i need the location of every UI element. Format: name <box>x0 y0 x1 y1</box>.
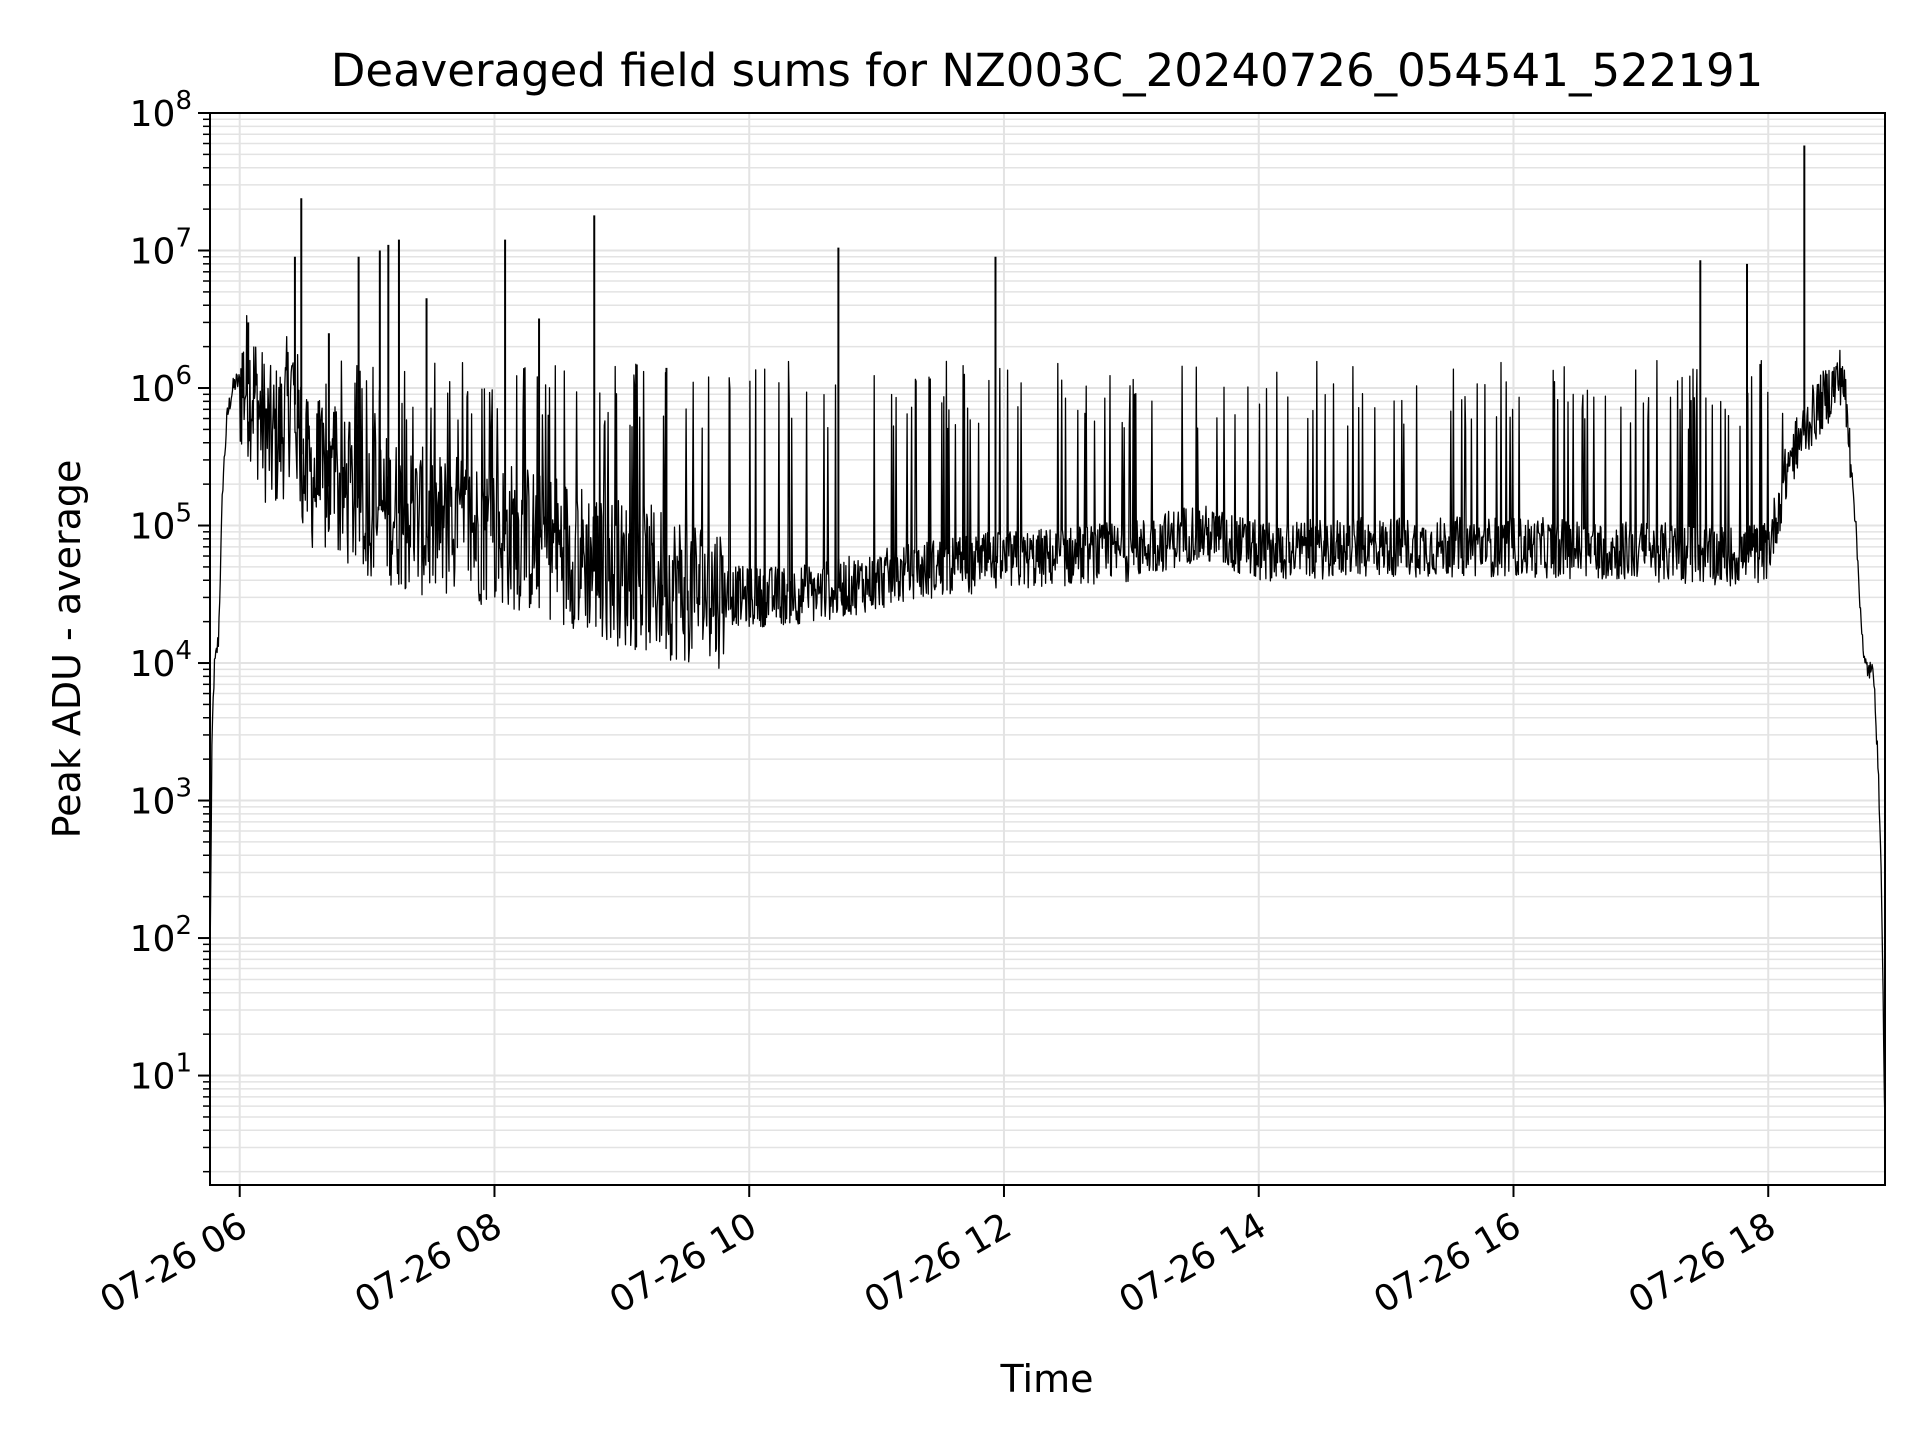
chart-title: Deaveraged field sums for NZ003C_2024072… <box>331 44 1763 97</box>
y-tick-label: 108 <box>130 86 192 135</box>
grid-lines <box>210 112 1885 1185</box>
x-tick-label: 07-26 16 <box>1367 1205 1528 1321</box>
y-tick-label: 101 <box>130 1049 192 1098</box>
y-tick-label: 106 <box>130 361 192 410</box>
y-tick-label: 105 <box>130 499 192 548</box>
x-tick-label: 07-26 18 <box>1622 1205 1783 1321</box>
x-tick-label: 07-26 10 <box>603 1205 764 1321</box>
x-tick-label: 07-26 12 <box>858 1205 1019 1321</box>
y-tick-label: 104 <box>130 636 192 685</box>
x-tick-label: 07-26 14 <box>1113 1205 1274 1321</box>
y-tick-label: 102 <box>130 911 192 960</box>
series-line-layer <box>209 145 1886 1125</box>
y-tick-label: 103 <box>130 774 192 823</box>
series-line <box>209 315 1886 1125</box>
x-tick-label: 07-26 06 <box>94 1205 255 1321</box>
plot-frame <box>209 112 1886 1186</box>
y-tick-label: 107 <box>130 224 192 273</box>
x-tick-label: 07-26 08 <box>348 1205 509 1321</box>
x-axis-label: Time <box>1000 1357 1094 1401</box>
y-axis-label: Peak ADU - average <box>45 460 89 839</box>
